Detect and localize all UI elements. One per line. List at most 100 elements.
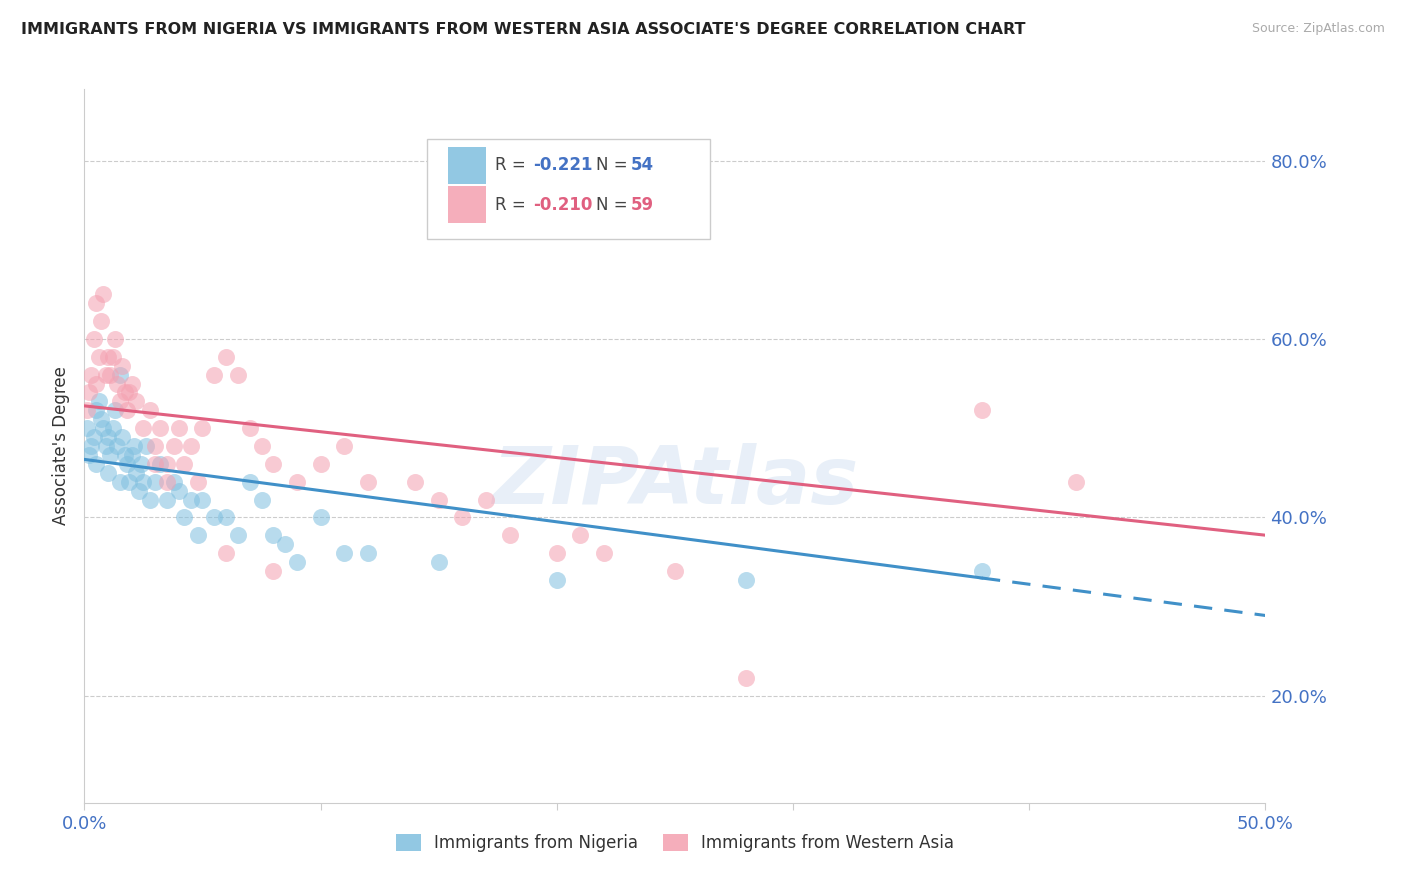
Point <box>226 528 249 542</box>
Point <box>94 368 117 382</box>
Point <box>149 421 172 435</box>
Point <box>167 483 190 498</box>
Point <box>143 457 166 471</box>
Point <box>80 368 103 382</box>
Point <box>77 448 100 462</box>
Text: R =: R = <box>495 195 531 213</box>
Point <box>451 510 474 524</box>
Text: -0.221: -0.221 <box>533 156 593 174</box>
Point <box>309 510 332 524</box>
Point <box>121 448 143 462</box>
Text: 59: 59 <box>631 195 654 213</box>
Point <box>125 394 148 409</box>
Point <box>118 385 141 400</box>
Point <box>122 439 145 453</box>
FancyBboxPatch shape <box>449 186 486 223</box>
Point <box>87 394 110 409</box>
Point <box>202 510 225 524</box>
Point <box>250 492 273 507</box>
Point <box>97 466 120 480</box>
Point <box>98 448 121 462</box>
Point <box>250 439 273 453</box>
Point <box>139 492 162 507</box>
Point <box>84 457 107 471</box>
Point <box>84 403 107 417</box>
Text: ZIPAtlas: ZIPAtlas <box>492 442 858 521</box>
Point <box>83 332 105 346</box>
Point <box>115 403 138 417</box>
Point <box>83 430 105 444</box>
Point <box>546 573 568 587</box>
Point <box>77 385 100 400</box>
Point <box>90 412 112 426</box>
FancyBboxPatch shape <box>427 139 710 239</box>
Point <box>87 350 110 364</box>
Point <box>593 546 616 560</box>
Point <box>118 475 141 489</box>
Point <box>333 546 356 560</box>
Point <box>427 555 450 569</box>
Point <box>97 350 120 364</box>
Point <box>163 475 186 489</box>
Point <box>97 430 120 444</box>
FancyBboxPatch shape <box>449 146 486 184</box>
Point <box>664 564 686 578</box>
Point <box>357 475 380 489</box>
Point <box>1066 475 1088 489</box>
Point <box>108 368 131 382</box>
Point <box>84 376 107 391</box>
Point <box>173 510 195 524</box>
Point <box>191 421 214 435</box>
Point <box>84 296 107 310</box>
Point <box>132 421 155 435</box>
Point <box>143 439 166 453</box>
Point <box>734 573 756 587</box>
Point <box>187 475 209 489</box>
Point <box>108 394 131 409</box>
Point <box>129 457 152 471</box>
Point <box>404 475 426 489</box>
Point <box>734 671 756 685</box>
Point <box>94 439 117 453</box>
Point <box>98 368 121 382</box>
Point <box>76 403 98 417</box>
Point <box>90 314 112 328</box>
Point <box>114 385 136 400</box>
Point <box>970 564 993 578</box>
Point <box>104 332 127 346</box>
Point <box>149 457 172 471</box>
Point <box>262 528 284 542</box>
Point <box>156 475 179 489</box>
Point <box>163 439 186 453</box>
Legend: Immigrants from Nigeria, Immigrants from Western Asia: Immigrants from Nigeria, Immigrants from… <box>389 827 960 859</box>
Point <box>156 492 179 507</box>
Point <box>970 403 993 417</box>
Point <box>202 368 225 382</box>
Point <box>309 457 332 471</box>
Point <box>111 430 134 444</box>
Text: IMMIGRANTS FROM NIGERIA VS IMMIGRANTS FROM WESTERN ASIA ASSOCIATE'S DEGREE CORRE: IMMIGRANTS FROM NIGERIA VS IMMIGRANTS FR… <box>21 22 1025 37</box>
Text: N =: N = <box>596 195 633 213</box>
Point <box>546 546 568 560</box>
Point <box>333 439 356 453</box>
Text: R =: R = <box>495 156 531 174</box>
Point <box>125 466 148 480</box>
Point <box>135 439 157 453</box>
Point <box>191 492 214 507</box>
Point <box>239 475 262 489</box>
Point <box>91 421 114 435</box>
Point <box>215 546 238 560</box>
Y-axis label: Associate's Degree: Associate's Degree <box>52 367 70 525</box>
Point <box>180 439 202 453</box>
Point <box>357 546 380 560</box>
Text: N =: N = <box>596 156 633 174</box>
Point <box>115 457 138 471</box>
Point <box>107 439 129 453</box>
Point <box>139 403 162 417</box>
Point <box>121 376 143 391</box>
Point <box>285 475 308 489</box>
Point <box>111 359 134 373</box>
Point <box>569 528 592 542</box>
Point <box>215 510 238 524</box>
Point <box>239 421 262 435</box>
